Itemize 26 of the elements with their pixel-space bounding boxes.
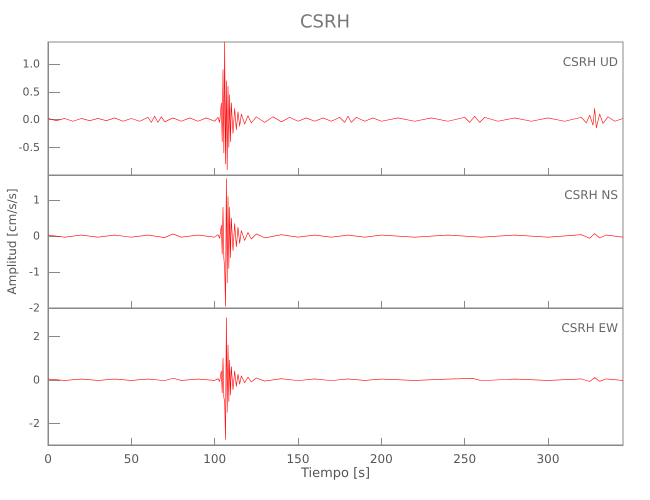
line-series — [48, 42, 624, 170]
y-tick-label: -2 — [29, 416, 40, 430]
x-tick-label: 300 — [536, 452, 560, 466]
annotation: CSRH EW — [561, 321, 618, 335]
x-tick-label: 50 — [124, 452, 139, 466]
y-tick-label: 1 — [33, 194, 40, 207]
chart-title: CSRH — [300, 12, 350, 32]
y-tick-label: 0 — [33, 230, 40, 243]
y-tick-label: -2 — [29, 302, 40, 314]
x-tick-label: 0 — [44, 452, 52, 466]
x-tick-label: 250 — [453, 452, 476, 466]
y-tick-label: 2 — [33, 330, 40, 343]
x-tick-label: 150 — [286, 452, 310, 466]
line-series — [48, 317, 624, 440]
y-tick-label: 0.5 — [22, 85, 40, 98]
annotation: CSRH NS — [564, 188, 618, 202]
y-tick-label: 0.0 — [22, 113, 40, 126]
y-tick-label: 0 — [33, 373, 40, 386]
annotation: CSRH UD — [562, 55, 618, 69]
x-tick-label: 200 — [370, 452, 393, 466]
x-axis-title: Tiempo [s] — [300, 466, 370, 481]
y-tick-label: 1.0 — [22, 58, 40, 71]
x-tick-label: 100 — [203, 452, 226, 466]
y-tick-label: -1 — [29, 266, 40, 279]
y-axis-title: Amplitud [cm/s/s] — [5, 188, 19, 295]
y-tick-label: -0.5 — [18, 140, 40, 154]
